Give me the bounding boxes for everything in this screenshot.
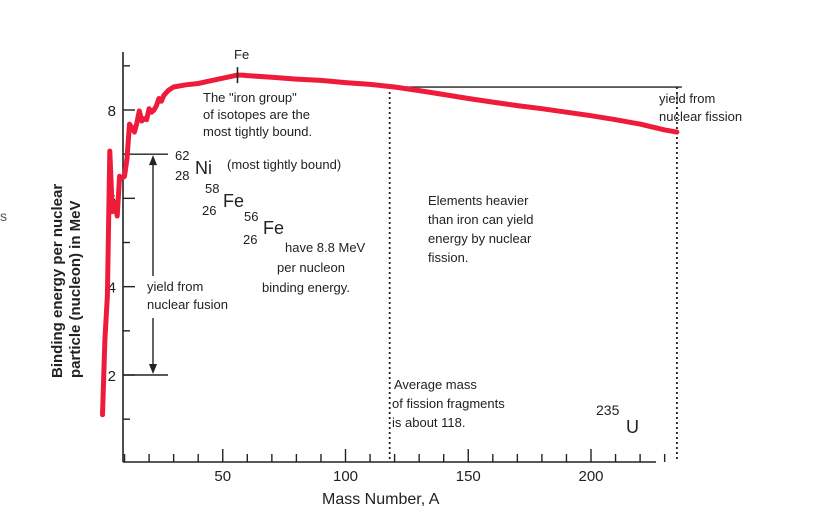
fusion-arrowhead-down [149, 364, 157, 374]
heavier-line-1: Elements heavier [428, 193, 529, 208]
fusion-line-2: nuclear fusion [147, 297, 228, 312]
y-tick-label: 8 [108, 103, 116, 120]
heavier-line-3: energy by nuclear [428, 231, 532, 246]
iron-group-annotation: The "iron group" of isotopes are the mos… [203, 90, 312, 139]
iron-peak-label: Fe [234, 47, 249, 62]
fe56-note-line-3: binding energy. [262, 280, 350, 295]
x-axis-label: Mass Number, A [322, 491, 440, 508]
uranium-mass-number: 235 [596, 402, 620, 418]
x-tick-label: 50 [214, 468, 231, 485]
heavier-elements-note: Elements heavier than iron can yield ene… [428, 193, 534, 265]
uranium-symbol: U [626, 417, 639, 437]
iron-group-line-3: most tightly bound. [203, 124, 312, 139]
edge-text-fragment: s [0, 208, 7, 224]
fe56-symbol: Fe [263, 218, 284, 238]
fragments-line-2: of fission fragments [392, 396, 505, 411]
iron-58-label: 58 26 Fe [202, 181, 244, 218]
heavier-line-2: than iron can yield [428, 212, 534, 227]
heavier-line-4: fission. [428, 250, 468, 265]
nickel-symbol: Ni [195, 158, 212, 178]
fe56-mass-number: 56 [244, 209, 258, 224]
nickel-62-label: 62 28 Ni (most tightly bound) [175, 148, 341, 183]
binding-energy-curve [100, 72, 680, 418]
nickel-mass-number: 62 [175, 148, 189, 163]
iron-56-label: 56 26 Fe [243, 209, 284, 247]
nickel-atomic-number: 28 [175, 168, 189, 183]
fusion-arrowhead-up [149, 155, 157, 166]
fe56-note-line-2: per nucleon [277, 260, 345, 275]
fe58-symbol: Fe [223, 191, 244, 211]
fe58-atomic-number: 26 [202, 203, 216, 218]
iron-group-line-1: The "iron group" [203, 90, 297, 105]
guide-lines [123, 86, 682, 462]
x-tick-label: 100 [333, 468, 358, 485]
fusion-line-1: yield from [147, 279, 203, 294]
axes-group [122, 52, 656, 463]
x-tick-label: 150 [456, 468, 481, 485]
fission-line-1: yield from [659, 91, 715, 106]
y-tick-label: 2 [108, 368, 116, 385]
fragments-line-1: Average mass [394, 377, 477, 392]
fragments-line-3: is about 118. [392, 415, 465, 430]
fe56-binding-note: have 8.8 MeV per nucleon binding energy. [262, 240, 366, 295]
iron-group-line-2: of isotopes are the [203, 107, 310, 122]
y-axis-label-line-2: particle (nucleon) in MeV [67, 200, 84, 378]
fe56-note-line-1: have 8.8 MeV [285, 240, 366, 255]
fission-line-2: nuclear fission [659, 109, 742, 124]
nickel-note: (most tightly bound) [227, 157, 341, 172]
fusion-yield-label: yield from nuclear fusion [147, 279, 228, 312]
x-tick-label: 200 [578, 468, 603, 485]
tick-group [123, 65, 666, 462]
fe56-atomic-number: 26 [243, 232, 257, 247]
fe58-mass-number: 58 [205, 181, 219, 196]
fission-yield-label: yield from nuclear fission [659, 91, 742, 124]
y-tick-label: 4 [108, 280, 116, 297]
y-axis-label-line-1: Binding energy per nuclear [49, 184, 66, 378]
uranium-235-label: 235 U [596, 402, 639, 437]
fission-fragments-note: Average mass of fission fragments is abo… [392, 377, 505, 430]
